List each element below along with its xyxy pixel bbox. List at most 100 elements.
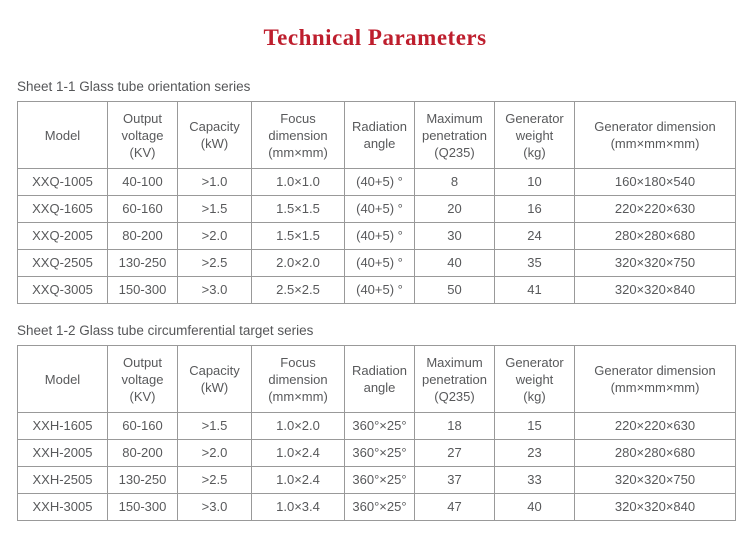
- header-row: Model Output voltage (KV) Capacity (kW) Foc…: [17, 101, 736, 169]
- table-cell: 280×280×680: [574, 222, 736, 250]
- table-cell: 41: [494, 276, 575, 304]
- header-row: Model Output voltage (KV) Capacity (kW) Foc…: [17, 345, 736, 413]
- glass-tube-circumferential-table: Model Output voltage (KV) Capacity (kW) Foc…: [17, 345, 736, 521]
- table-cell: >2.5: [177, 249, 252, 277]
- table-cell: (40+5) °: [344, 249, 415, 277]
- column-header: Maximum penetration (Q235): [414, 101, 495, 169]
- table-cell: XXQ-2505: [17, 249, 108, 277]
- table-cell: 1.0×3.4: [251, 493, 345, 521]
- column-header: Generator weight (kg): [494, 101, 575, 169]
- table-cell: 320×320×840: [574, 276, 736, 304]
- table-cell: XXH-2005: [17, 439, 108, 467]
- table-cell: 24: [494, 222, 575, 250]
- table-cell: 1.0×2.0: [251, 412, 345, 440]
- column-header: Radiation angle: [344, 101, 415, 169]
- column-header: Maximum penetration (Q235): [414, 345, 495, 413]
- column-header: Capacity (kW): [177, 101, 252, 169]
- table-cell: 60-160: [107, 195, 178, 223]
- table-cell: 220×220×630: [574, 412, 736, 440]
- column-header: Radiation angle: [344, 345, 415, 413]
- table-cell: XXH-2505: [17, 466, 108, 494]
- table-cell: 1.0×2.4: [251, 466, 345, 494]
- table-cell: 320×320×750: [574, 249, 736, 277]
- table-cell: >3.0: [177, 493, 252, 521]
- table-cell: >1.5: [177, 412, 252, 440]
- column-header: Generator weight (kg): [494, 345, 575, 413]
- table-cell: 1.5×1.5: [251, 222, 345, 250]
- table-cell: (40+5) °: [344, 222, 415, 250]
- table-cell: 220×220×630: [574, 195, 736, 223]
- table-cell: 150-300: [107, 493, 178, 521]
- table-cell: 35: [494, 249, 575, 277]
- table-cell: (40+5) °: [344, 276, 415, 304]
- table-cell: 40-100: [107, 168, 178, 196]
- table-cell: XXQ-1605: [17, 195, 108, 223]
- table-row: XXH-3005 150-300 >3.0 1.0×3.4 360°×25° 47 40 32…: [17, 493, 736, 521]
- table-cell: >3.0: [177, 276, 252, 304]
- table-row: XXQ-3005 150-300 >3.0 2.5×2.5 (40+5) ° 50 41 32…: [17, 276, 736, 304]
- table-cell: 8: [414, 168, 495, 196]
- sheet-1-1-label: Sheet 1-1 Glass tube orientation series: [17, 79, 251, 94]
- sheet-1-2-label: Sheet 1-2 Glass tube circumferential tar…: [17, 323, 314, 338]
- table-cell: 360°×25°: [344, 439, 415, 467]
- table-cell: 37: [414, 466, 495, 494]
- table-cell: 40: [494, 493, 575, 521]
- table-cell: >1.5: [177, 195, 252, 223]
- column-header: Output voltage (KV): [107, 345, 178, 413]
- table-cell: 320×320×840: [574, 493, 736, 521]
- table-cell: 33: [494, 466, 575, 494]
- table-row: XXQ-1005 40-100 >1.0 1.0×1.0 (40+5) ° 8 10 160×…: [17, 168, 736, 196]
- table-cell: 1.0×1.0: [251, 168, 345, 196]
- table-cell: 2.5×2.5: [251, 276, 345, 304]
- table-cell: >2.0: [177, 222, 252, 250]
- glass-tube-orientation-table: Model Output voltage (KV) Capacity (kW) Foc…: [17, 101, 736, 304]
- table-cell: 10: [494, 168, 575, 196]
- sheet-1-1-section: Sheet 1-1 Glass tube orientation series …: [17, 79, 736, 304]
- table-cell: 280×280×680: [574, 439, 736, 467]
- sheet-1-2-section: Sheet 1-2 Glass tube circumferential tar…: [17, 323, 736, 521]
- table-cell: 18: [414, 412, 495, 440]
- table-row: XXH-1605 60-160 >1.5 1.0×2.0 360°×25° 18 15 220…: [17, 412, 736, 440]
- table-cell: 360°×25°: [344, 412, 415, 440]
- table-cell: 27: [414, 439, 495, 467]
- column-header: Model: [17, 345, 108, 413]
- column-header: Focus dimension (mm×mm): [251, 345, 345, 413]
- table-cell: >1.0: [177, 168, 252, 196]
- table-row: XXH-2005 80-200 >2.0 1.0×2.4 360°×25° 27 23 280…: [17, 439, 736, 467]
- table-cell: 160×180×540: [574, 168, 736, 196]
- table-cell: XXH-3005: [17, 493, 108, 521]
- table-cell: 360°×25°: [344, 466, 415, 494]
- table-cell: 360°×25°: [344, 493, 415, 521]
- table-row: XXQ-2505 130-250 >2.5 2.0×2.0 (40+5) ° 40 35 32…: [17, 249, 736, 277]
- table-cell: 50: [414, 276, 495, 304]
- table-cell: >2.5: [177, 466, 252, 494]
- table-cell: XXQ-2005: [17, 222, 108, 250]
- column-header: Generator dimension (mm×mm×mm): [574, 101, 736, 169]
- table-cell: (40+5) °: [344, 168, 415, 196]
- table-cell: 47: [414, 493, 495, 521]
- page-title: Technical Parameters: [263, 25, 487, 50]
- column-header: Focus dimension (mm×mm): [251, 101, 345, 169]
- table-cell: XXH-1605: [17, 412, 108, 440]
- column-header: Output voltage (KV): [107, 101, 178, 169]
- table-cell: 1.5×1.5: [251, 195, 345, 223]
- table-cell: 16: [494, 195, 575, 223]
- table-cell: 130-250: [107, 249, 178, 277]
- table-cell: 40: [414, 249, 495, 277]
- table-cell: 320×320×750: [574, 466, 736, 494]
- column-header: Generator dimension (mm×mm×mm): [574, 345, 736, 413]
- column-header: Capacity (kW): [177, 345, 252, 413]
- column-header: Model: [17, 101, 108, 169]
- table-cell: 30: [414, 222, 495, 250]
- table-cell: XXQ-1005: [17, 168, 108, 196]
- table-row: XXQ-2005 80-200 >2.0 1.5×1.5 (40+5) ° 30 24 280…: [17, 222, 736, 250]
- table-row: XXQ-1605 60-160 >1.5 1.5×1.5 (40+5) ° 20 16 220…: [17, 195, 736, 223]
- table-cell: 15: [494, 412, 575, 440]
- table-cell: 23: [494, 439, 575, 467]
- table-cell: 60-160: [107, 412, 178, 440]
- table-cell: 80-200: [107, 222, 178, 250]
- table-cell: >2.0: [177, 439, 252, 467]
- table-cell: 130-250: [107, 466, 178, 494]
- table-cell: (40+5) °: [344, 195, 415, 223]
